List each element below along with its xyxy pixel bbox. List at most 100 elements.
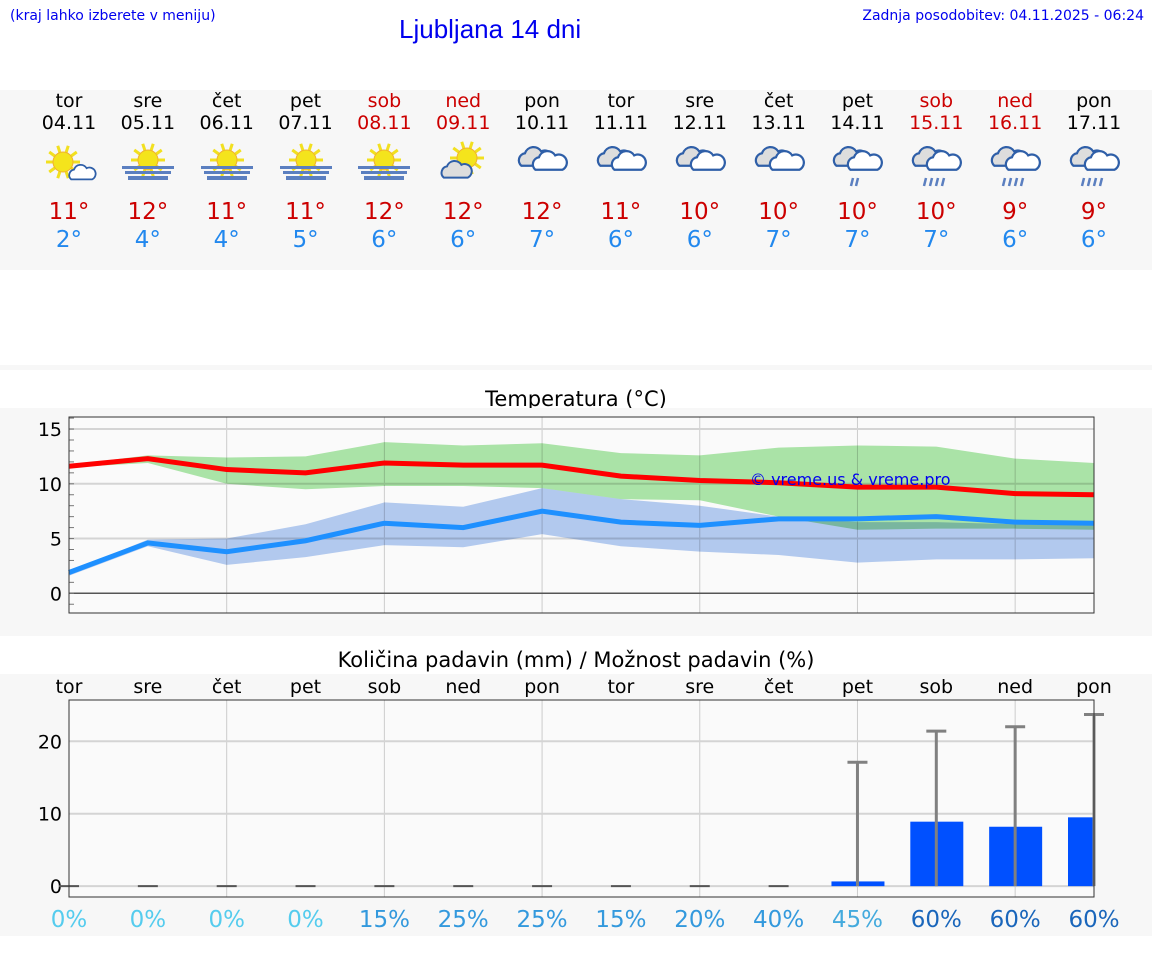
sun-fog-icon: [358, 143, 411, 180]
min-temp: 4°: [213, 227, 240, 253]
max-temp-range-band: [69, 442, 1094, 530]
watermark: © vreme.us & vreme.pro: [750, 470, 951, 489]
x-day-label: sre: [133, 676, 162, 698]
max-temp: 10°: [837, 199, 878, 225]
precip-chance: 0%: [208, 907, 245, 933]
max-temp: 11°: [48, 199, 90, 225]
max-temp: 11°: [206, 199, 248, 225]
y-tick-label: 15: [38, 419, 62, 441]
precip-chance: 40%: [753, 907, 804, 933]
day-name: sre: [685, 90, 715, 112]
min-temp: 6°: [1080, 227, 1108, 253]
sun-fog-icon: [121, 143, 174, 180]
min-temp-range-band: [69, 488, 1094, 576]
day-name: sre: [133, 90, 163, 112]
max-temp: 12°: [442, 199, 484, 225]
day-date: 14.11: [830, 112, 885, 134]
day-name: tor: [607, 90, 635, 112]
location-note: (kraj lahko izberete v meniju): [10, 8, 216, 24]
y-tick-label: 5: [50, 529, 62, 551]
day-column: tor 11.11 11° 6°: [581, 90, 661, 254]
min-temp: 4°: [134, 227, 161, 253]
day-name: čet: [763, 90, 794, 112]
precip-chance: 20%: [674, 907, 725, 933]
x-day-label: pon: [1076, 676, 1112, 698]
day-date: 09.11: [436, 112, 491, 134]
day-name: čet: [211, 90, 242, 112]
temp-chart-title: Temperatura (°C): [485, 387, 667, 411]
sun-fog-icon: [279, 143, 332, 180]
min-temp: 2°: [55, 227, 83, 253]
precip-chance: 0%: [51, 907, 88, 933]
precip-chance: 0%: [287, 907, 324, 933]
day-date: 08.11: [357, 112, 412, 134]
y-tick-label: 0: [50, 583, 62, 605]
day-column: čet 13.11 10° 7°: [739, 90, 819, 254]
min-temp: 6°: [371, 227, 398, 253]
rain-icon: [1069, 145, 1120, 187]
day-column: pet 14.11 10° 7°: [817, 90, 897, 254]
y-tick-label: 10: [38, 474, 62, 496]
x-day-label: ned: [445, 676, 481, 698]
x-day-label: čet: [764, 676, 794, 698]
y-tick-label: 10: [38, 804, 62, 826]
max-temp: 9°: [1080, 199, 1108, 225]
x-day-label: pet: [290, 676, 321, 698]
max-temp-line: [68, 456, 1095, 498]
precip-chance: 60%: [990, 907, 1041, 933]
x-day-label: sob: [920, 676, 954, 698]
precip-bar: [1068, 817, 1094, 887]
precip-chance: 25%: [438, 907, 489, 933]
day-column: tor 04.11 11° 2°: [29, 90, 109, 254]
precip-chance: 60%: [911, 907, 962, 933]
day-column: sob 08.11 12° 6°: [344, 90, 424, 254]
day-name: ned: [997, 90, 1034, 112]
temperature-chart: 0 5 10 15 © vreme.us & vreme.pro: [0, 408, 1152, 636]
max-temp: 10°: [758, 199, 799, 225]
y-tick-label: 20: [38, 731, 62, 753]
cloudy-icon: [596, 145, 647, 171]
min-temp: 7°: [844, 227, 871, 253]
min-temp: 7°: [528, 227, 556, 253]
x-day-label: pon: [524, 676, 560, 698]
max-temp: 12°: [127, 199, 169, 225]
max-temp: 12°: [363, 199, 405, 225]
day-column: sob 15.11 10° 7°: [896, 90, 976, 254]
light-rain-icon: [833, 145, 884, 187]
cloudy-icon: [754, 145, 805, 171]
precip-chance: 15%: [359, 907, 410, 933]
precip-chart-title: Količina padavin (mm) / Možnost padavin …: [337, 648, 815, 672]
max-temp: 11°: [600, 199, 642, 225]
precip-chance: 0%: [130, 907, 167, 933]
day-column: pet 07.11 11° 5°: [266, 90, 346, 254]
day-name: ned: [445, 90, 482, 112]
precip-chance: 60%: [1068, 907, 1119, 933]
max-temp: 9°: [1002, 199, 1029, 225]
min-temp: 7°: [923, 227, 950, 253]
cloud-sun-icon: [440, 141, 485, 179]
day-name: pet: [841, 90, 874, 112]
plot-border: [68, 699, 1095, 898]
day-column: pon 10.11 12° 7°: [502, 90, 582, 254]
day-date: 04.11: [41, 112, 97, 134]
x-day-label: tor: [56, 676, 83, 698]
day-name: pon: [524, 90, 560, 112]
divider: [0, 365, 1152, 370]
y-tick-label: 0: [50, 876, 62, 898]
x-day-label: sre: [685, 676, 714, 698]
day-date: 10.11: [514, 112, 570, 134]
forecast-strip: [0, 90, 1152, 270]
day-date: 07.11: [278, 112, 333, 134]
day-column: pon 17.11 9° 6°: [1054, 90, 1134, 254]
min-temp: 6°: [686, 227, 713, 253]
precip-chance: 15%: [595, 907, 646, 933]
min-temp: 7°: [765, 227, 792, 253]
max-temp: 12°: [521, 199, 563, 225]
day-name: pon: [1076, 90, 1112, 112]
min-temp: 5°: [292, 227, 319, 253]
day-name: pet: [289, 90, 322, 112]
min-temp: 6°: [1002, 227, 1029, 253]
day-name: tor: [55, 90, 83, 112]
min-temp: 6°: [450, 227, 477, 253]
max-temp: 10°: [915, 199, 957, 225]
